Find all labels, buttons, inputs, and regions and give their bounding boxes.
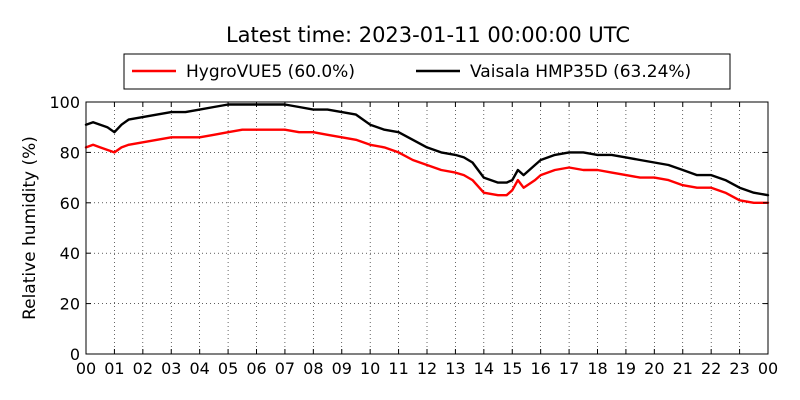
ticks: 00 01 02 03 04 05 06 07 08 09 10 11 12 13 14 15 16 17 18 19…	[49, 93, 778, 378]
x-tick-label: 06	[246, 359, 266, 378]
chart-title: Latest time: 2023-01-11 00:00:00 UTC	[226, 23, 630, 47]
x-tick-label: 13	[445, 359, 465, 378]
x-tick-label: 11	[388, 359, 408, 378]
x-tick-label: 10	[360, 359, 380, 378]
x-tick-label: 17	[559, 359, 579, 378]
x-tick-label: 05	[218, 359, 238, 378]
legend-label-hygrovue: HygroVUE5 (60.0%)	[186, 62, 355, 82]
legend-label-vaisala: Vaisala HMP35D (63.24%)	[470, 62, 691, 82]
x-tick-label: 14	[474, 359, 494, 378]
x-tick-label: 12	[417, 359, 437, 378]
x-tick-label: 08	[303, 359, 323, 378]
y-tick-label: 40	[60, 244, 80, 263]
x-tick-label: 09	[332, 359, 352, 378]
x-tick-label: 02	[133, 359, 153, 378]
y-tick-label: 20	[60, 295, 80, 314]
x-tick-label: 00	[758, 359, 778, 378]
grid	[86, 102, 768, 354]
x-tick-label: 22	[701, 359, 721, 378]
y-axis-label: Relative humidity (%)	[20, 136, 40, 320]
legend: HygroVUE5 (60.0%) Vaisala HMP35D (63.24%…	[123, 53, 731, 90]
x-tick-label: 04	[189, 359, 209, 378]
series-line-hygrovue	[84, 128, 770, 205]
x-tick-label: 20	[644, 359, 664, 378]
x-tick-label: 00	[76, 359, 96, 378]
x-tick-label: 23	[729, 359, 749, 378]
y-tick-label: 60	[60, 194, 80, 213]
y-tick-label: 0	[70, 345, 80, 364]
x-tick-label: 18	[587, 359, 607, 378]
plot-frame	[85, 101, 769, 355]
x-tick-label: 19	[616, 359, 636, 378]
x-tick-label: 03	[161, 359, 181, 378]
series-line-vaisala	[84, 103, 770, 197]
y-tick-label: 80	[60, 143, 80, 162]
x-tick-label: 01	[104, 359, 124, 378]
x-tick-label: 21	[673, 359, 693, 378]
y-tick-label: 100	[49, 93, 80, 112]
x-tick-label: 07	[275, 359, 295, 378]
x-tick-label: 16	[530, 359, 550, 378]
x-tick-label: 15	[502, 359, 522, 378]
series-layer	[84, 103, 770, 205]
